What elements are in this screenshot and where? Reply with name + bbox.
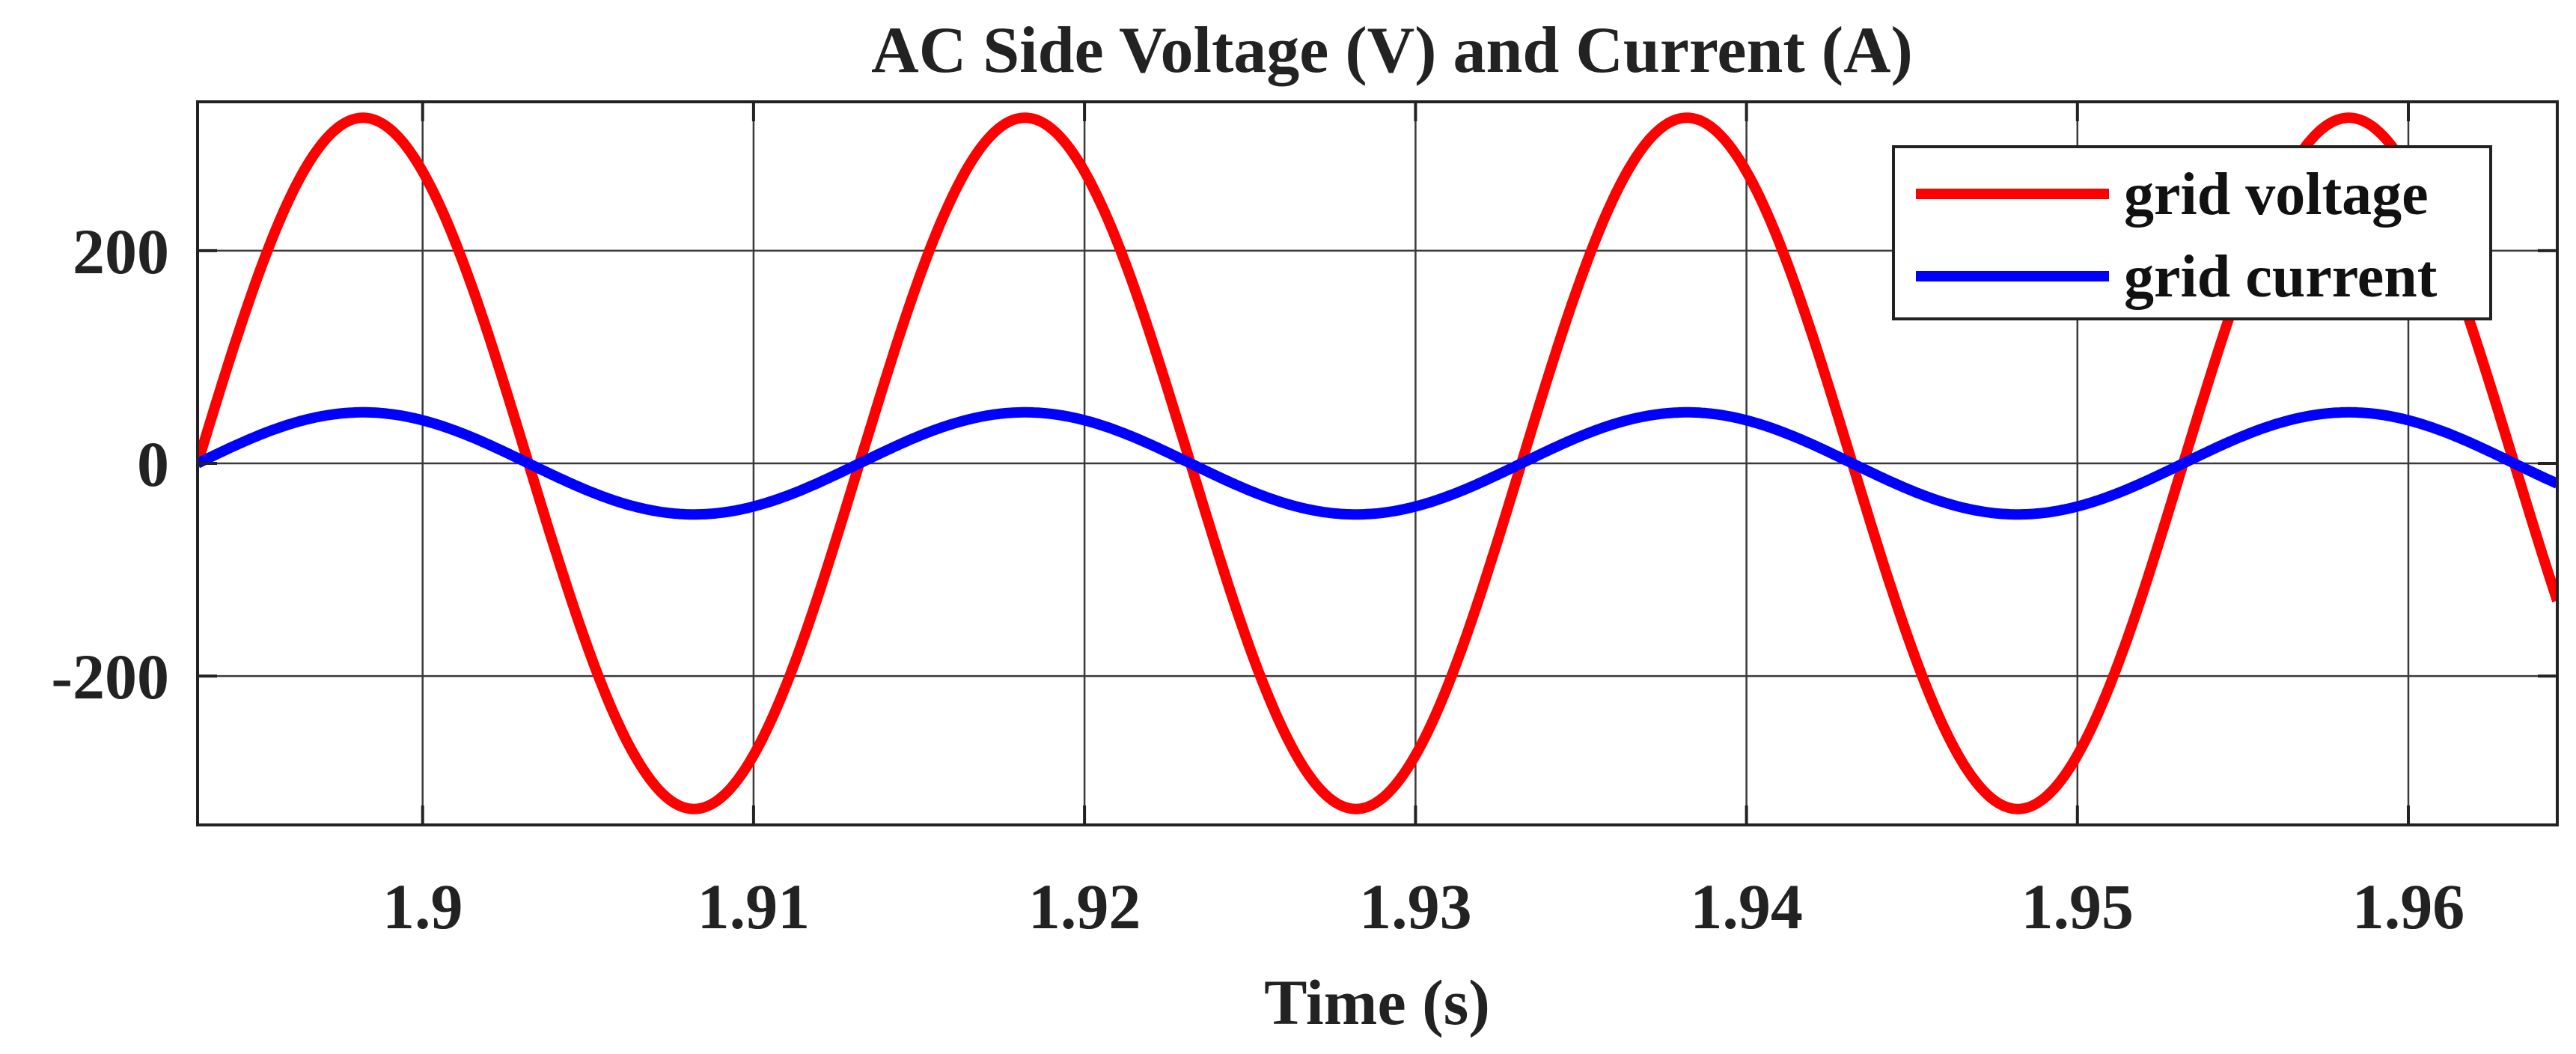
series-line-grid-voltage <box>198 112 2557 814</box>
x-tick-label: 1.91 <box>698 871 811 942</box>
x-tick-label: 1.93 <box>1359 871 1472 942</box>
legend: grid voltage grid current <box>1892 145 2492 320</box>
y-tick-label: -200 <box>51 641 169 713</box>
series-line-grid-current <box>198 406 2557 520</box>
legend-label-grid-voltage: grid voltage <box>2124 162 2429 228</box>
x-axis-label: Time (s) <box>1264 966 1490 1038</box>
x-tick-label: 1.95 <box>2021 871 2134 942</box>
axis-ticks: 1.9 1.91 1.92 1.93 1.94 1.95 1.96 -200 0 200 <box>51 102 2557 942</box>
legend-label-grid-current: grid current <box>2124 244 2438 310</box>
x-tick-label: 1.92 <box>1028 871 1141 942</box>
x-tick-label: 1.9 <box>382 871 463 942</box>
x-tick-label: 1.94 <box>1690 871 1803 942</box>
y-tick-label: 0 <box>137 428 169 500</box>
x-tick-label: 1.96 <box>2352 871 2465 942</box>
y-tick-label: 200 <box>73 216 169 287</box>
chart-title: AC Side Voltage (V) and Current (A) <box>871 14 1913 87</box>
legend-box <box>1892 145 2492 320</box>
series-lines <box>198 112 2557 814</box>
